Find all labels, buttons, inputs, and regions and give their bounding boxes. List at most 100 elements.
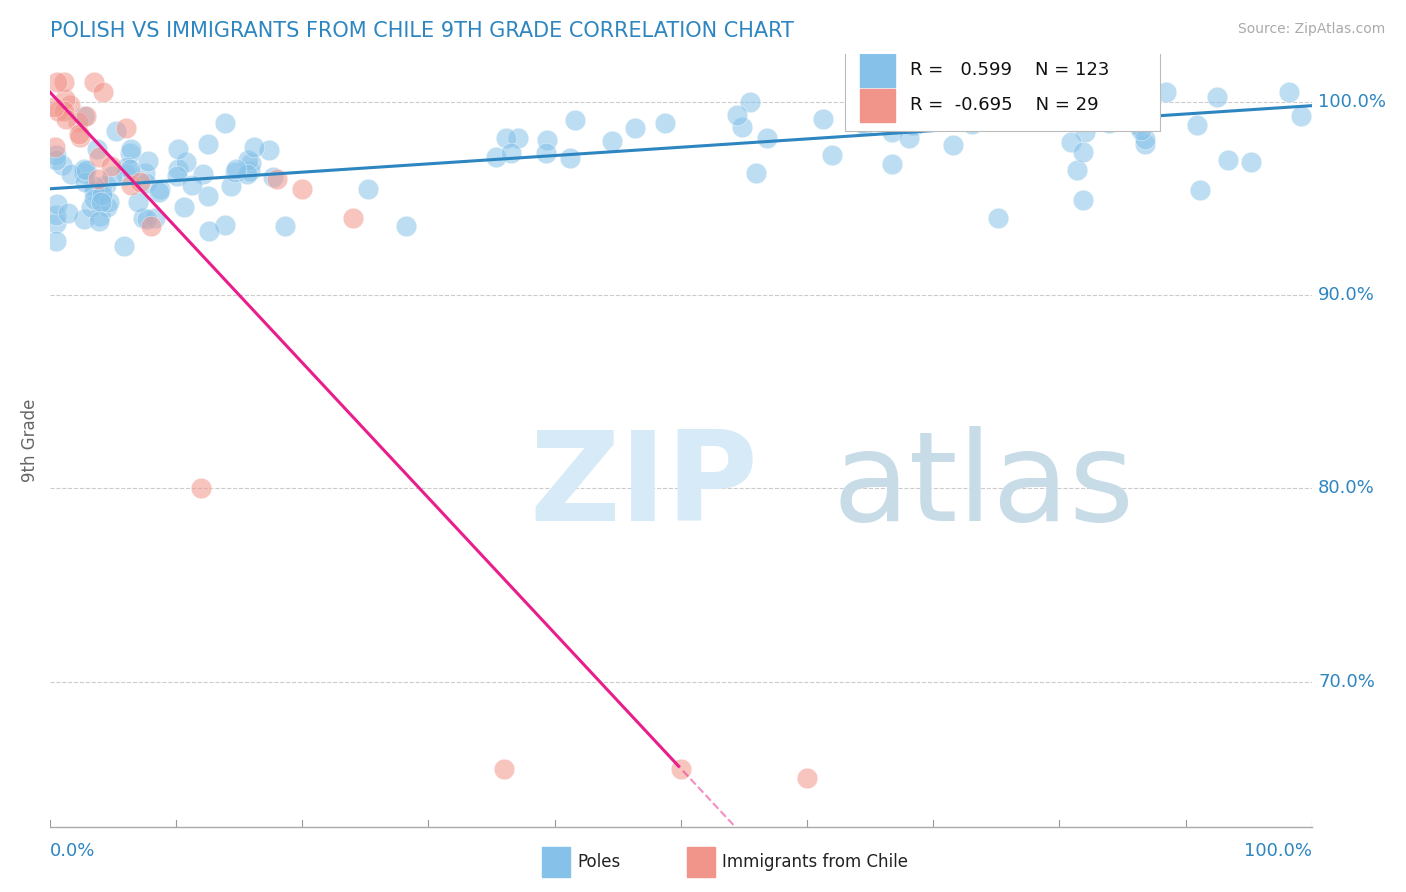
Point <box>114 167 136 181</box>
Point <box>756 131 779 145</box>
Text: POLISH VS IMMIGRANTS FROM CHILE 9TH GRADE CORRELATION CHART: POLISH VS IMMIGRANTS FROM CHILE 9TH GRAD… <box>51 21 794 41</box>
Point <box>506 131 529 145</box>
Point <box>257 143 280 157</box>
Point <box>94 178 117 192</box>
Point <box>239 163 262 178</box>
Point <box>91 184 114 198</box>
Point <box>214 115 236 129</box>
Point <box>112 239 135 253</box>
Point <box>173 200 195 214</box>
Text: 100.0%: 100.0% <box>1317 93 1386 111</box>
Point <box>395 219 418 233</box>
FancyBboxPatch shape <box>860 54 896 87</box>
Point <box>897 131 920 145</box>
Point <box>600 134 623 148</box>
Point <box>1216 153 1239 168</box>
Point <box>105 124 128 138</box>
Point <box>46 75 69 89</box>
Point <box>120 143 142 157</box>
Point <box>225 161 247 176</box>
Point <box>501 145 523 160</box>
Point <box>1133 136 1156 151</box>
Point <box>725 108 748 122</box>
Point <box>51 158 73 172</box>
Point <box>73 211 96 226</box>
Point <box>96 200 118 214</box>
Point <box>143 211 166 226</box>
Point <box>197 188 219 202</box>
Point <box>45 208 67 222</box>
Point <box>59 98 82 112</box>
Point <box>73 161 96 176</box>
Point <box>75 175 97 189</box>
Point <box>962 117 984 131</box>
Point <box>1059 135 1081 149</box>
Point <box>1042 111 1064 125</box>
Point <box>855 118 877 132</box>
Point <box>821 148 844 162</box>
Point <box>90 194 112 209</box>
Point <box>1188 182 1211 196</box>
FancyBboxPatch shape <box>688 847 714 877</box>
Point <box>1071 193 1094 207</box>
Point <box>167 161 190 176</box>
Point <box>1066 163 1088 178</box>
Point <box>236 153 259 168</box>
Point <box>46 104 69 119</box>
Point <box>198 225 221 239</box>
Point <box>83 184 105 198</box>
Point <box>1156 85 1178 99</box>
Point <box>931 89 953 103</box>
Point <box>1278 85 1301 99</box>
Point <box>52 75 75 89</box>
Point <box>174 155 197 169</box>
Point <box>91 188 114 202</box>
Point <box>1111 113 1133 128</box>
Point <box>564 112 586 127</box>
Point <box>53 92 76 106</box>
Point <box>889 98 911 112</box>
Point <box>89 214 111 228</box>
Point <box>740 95 762 109</box>
Point <box>197 136 219 151</box>
Point <box>356 182 378 196</box>
Point <box>115 121 138 136</box>
Point <box>654 116 676 130</box>
Point <box>83 75 105 89</box>
Point <box>190 481 212 495</box>
Text: 70.0%: 70.0% <box>1317 673 1375 690</box>
Point <box>135 212 157 227</box>
Point <box>536 132 558 146</box>
Point <box>813 112 835 126</box>
Point <box>495 130 517 145</box>
Point <box>1289 110 1312 124</box>
Point <box>129 176 152 190</box>
Point <box>485 150 508 164</box>
Point <box>148 186 170 200</box>
Point <box>987 211 1010 225</box>
Point <box>623 121 645 136</box>
Point <box>240 155 263 169</box>
Point <box>132 211 155 225</box>
Point <box>86 142 108 156</box>
Y-axis label: 9th Grade: 9th Grade <box>21 399 39 482</box>
Text: ZIP: ZIP <box>530 425 758 547</box>
Text: Immigrants from Chile: Immigrants from Chile <box>723 853 908 871</box>
Point <box>494 762 516 776</box>
Point <box>120 146 142 161</box>
Point <box>1074 125 1097 139</box>
Point <box>1126 118 1149 132</box>
Point <box>45 153 67 167</box>
Point <box>166 142 188 156</box>
Point <box>139 219 162 233</box>
Point <box>45 216 67 230</box>
Point <box>87 150 110 164</box>
Point <box>534 146 557 161</box>
Point <box>745 166 768 180</box>
Point <box>342 211 364 225</box>
Point <box>1133 131 1156 145</box>
FancyBboxPatch shape <box>860 89 896 121</box>
Point <box>136 153 159 168</box>
Point <box>91 85 114 99</box>
Point <box>1071 145 1094 159</box>
